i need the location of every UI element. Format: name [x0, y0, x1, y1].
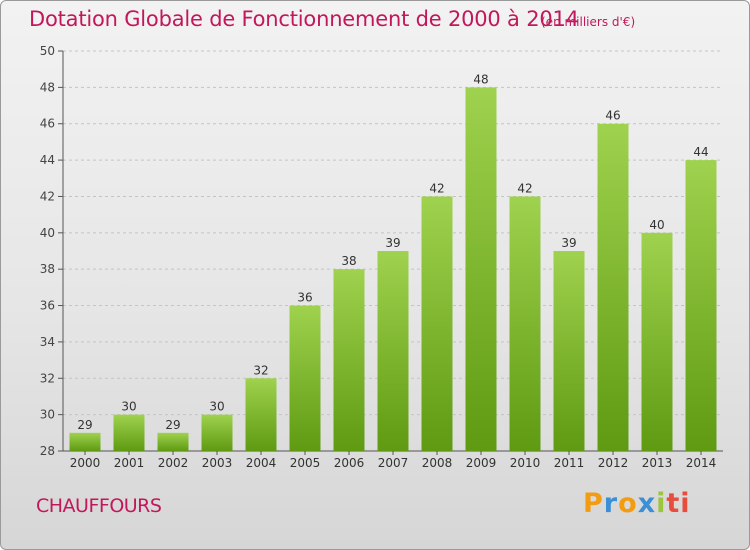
x-tick-label: 2002	[158, 456, 189, 470]
bar	[509, 196, 541, 451]
y-tick-label: 28	[40, 444, 55, 458]
x-tick-label: 2003	[202, 456, 233, 470]
logo-letter: P	[583, 488, 604, 519]
bar	[597, 123, 629, 452]
x-tick-label: 2013	[642, 456, 673, 470]
bar-value-label: 32	[253, 363, 268, 377]
x-tick-label: 2008	[422, 456, 453, 470]
proxiti-logo: Proxiti	[583, 488, 691, 519]
bar	[333, 269, 365, 451]
y-tick-label: 40	[40, 226, 55, 240]
bar-value-label: 38	[341, 254, 356, 268]
y-tick-label: 46	[40, 117, 55, 131]
x-tick-label: 2007	[378, 456, 409, 470]
bar	[289, 305, 321, 451]
x-tick-label: 2009	[466, 456, 497, 470]
bar	[685, 160, 717, 451]
x-tick-label: 2000	[70, 456, 101, 470]
bar	[421, 196, 453, 451]
x-tick-label: 2001	[114, 456, 145, 470]
bar-value-label: 39	[561, 236, 576, 250]
bar-value-label: 46	[605, 109, 620, 123]
bar	[377, 251, 409, 451]
bar	[245, 378, 277, 451]
logo-letter: o	[618, 488, 638, 519]
y-tick-label: 48	[40, 80, 55, 94]
bar	[69, 432, 101, 451]
logo-letter: x	[637, 488, 657, 519]
x-tick-label: 2012	[598, 456, 629, 470]
y-tick-label: 42	[40, 189, 55, 203]
x-tick-label: 2004	[246, 456, 277, 470]
x-tick-label: 2011	[554, 456, 585, 470]
y-tick-label: 38	[40, 262, 55, 276]
bar	[157, 432, 189, 451]
y-tick-label: 32	[40, 371, 55, 385]
bar-value-label: 30	[209, 400, 224, 414]
y-tick-label: 34	[40, 335, 55, 349]
bar-value-label: 29	[77, 418, 92, 432]
bar	[641, 232, 673, 451]
bar	[201, 414, 233, 451]
x-tick-label: 2014	[686, 456, 717, 470]
logo-letter: ti	[666, 488, 691, 519]
bar-value-label: 48	[473, 72, 488, 86]
bar-value-label: 36	[297, 291, 312, 305]
y-tick-label: 50	[40, 44, 55, 58]
labels: 28 30 32 34 36 38 40 42 44 46 48 50 29 2000 30 2001 29 20…	[40, 44, 717, 470]
bar	[553, 251, 585, 451]
bar-value-label: 30	[121, 400, 136, 414]
y-tick-label: 30	[40, 408, 55, 422]
bar-value-label: 44	[693, 145, 708, 159]
bar	[113, 414, 145, 451]
logo-letter: i	[656, 488, 667, 519]
x-tick-label: 2010	[510, 456, 541, 470]
y-tick-label: 44	[40, 153, 55, 167]
chart-title: Dotation Globale de Fonctionnement de 20…	[29, 7, 579, 31]
x-tick-label: 2006	[334, 456, 365, 470]
chart-unit-note: (en milliers d'€)	[541, 15, 636, 29]
logo-letter: r	[603, 488, 619, 519]
bar-value-label: 40	[649, 218, 664, 232]
bar-value-label: 39	[385, 236, 400, 250]
bar-value-label: 42	[517, 181, 532, 195]
commune-name: CHAUFFOURS	[36, 495, 162, 517]
bar-value-label: 29	[165, 418, 180, 432]
bars	[69, 87, 717, 452]
bar-value-label: 42	[429, 181, 444, 195]
y-tick-label: 36	[40, 299, 55, 313]
bar	[465, 87, 497, 451]
x-tick-label: 2005	[290, 456, 321, 470]
